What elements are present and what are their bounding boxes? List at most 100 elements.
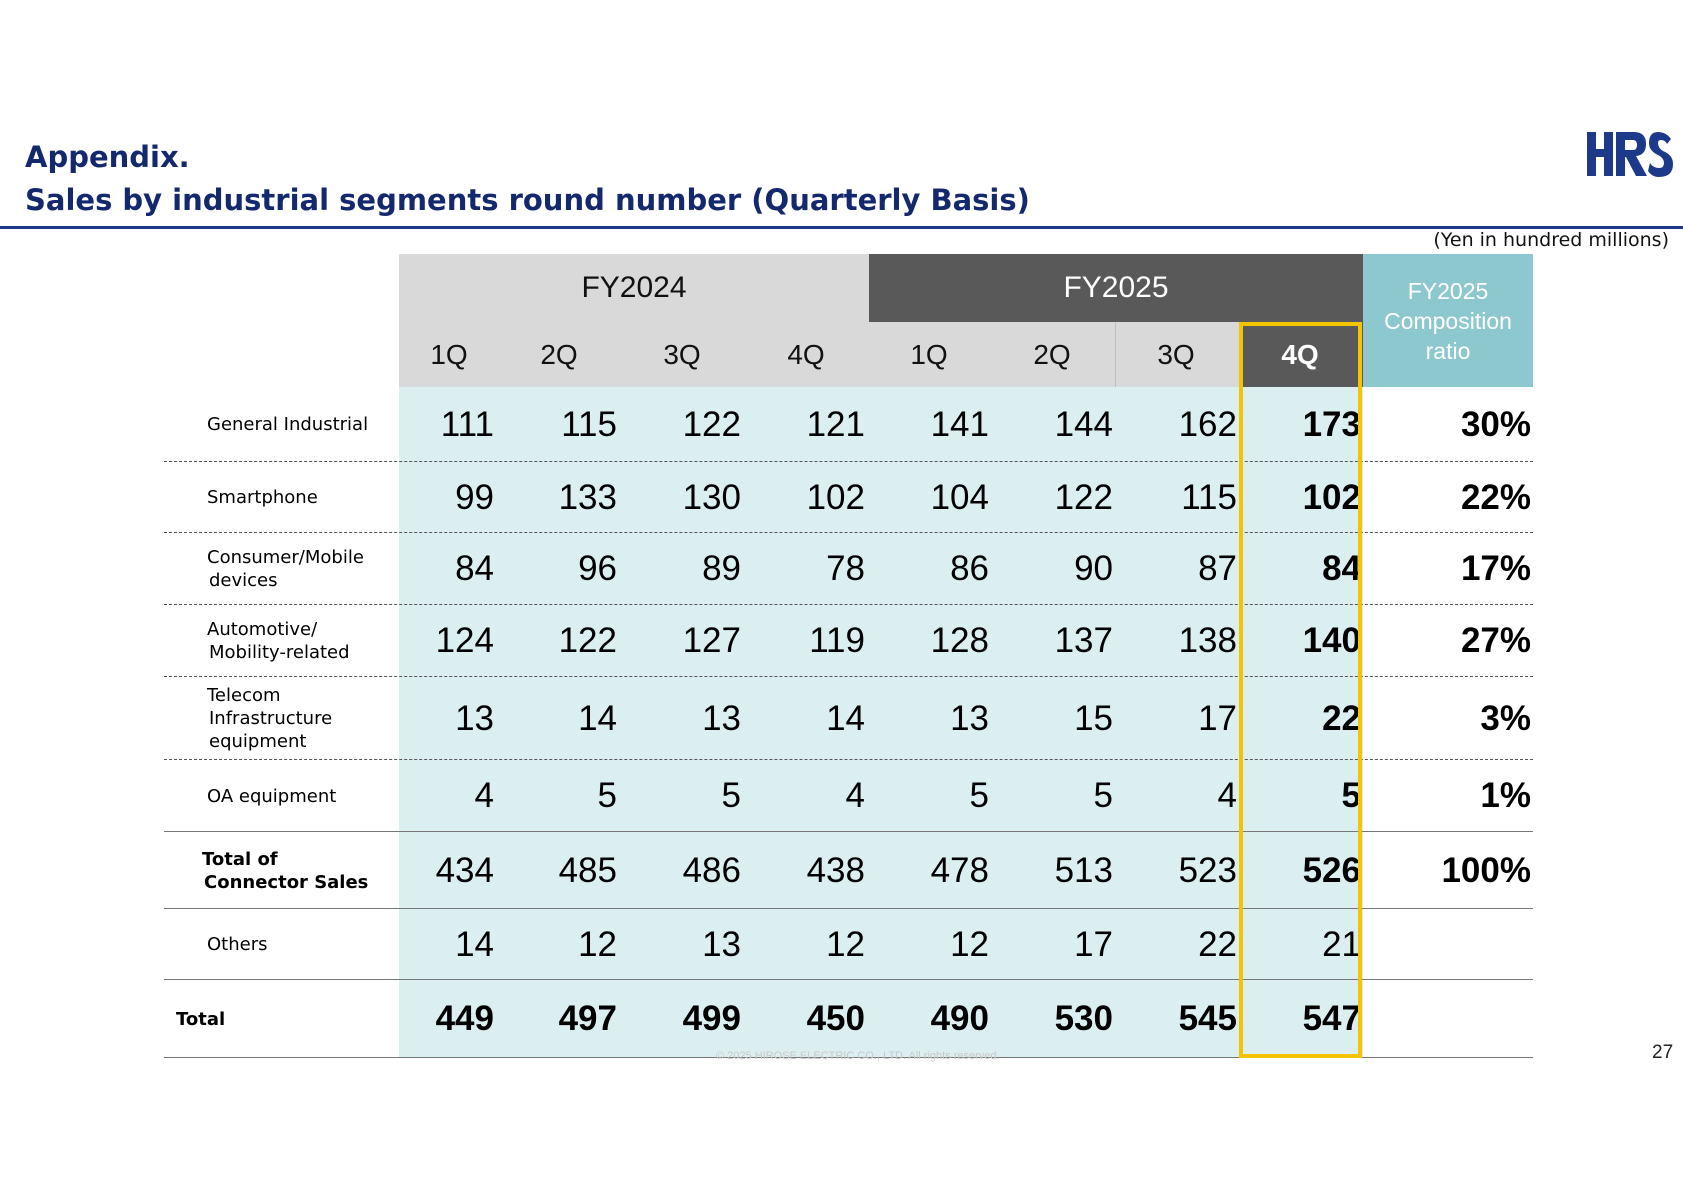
table-cell: 486 <box>682 850 741 890</box>
table-cell: 478 <box>930 850 989 890</box>
table-cell: 96 <box>578 549 617 588</box>
title-line-2: Sales by industrial segments round numbe… <box>25 183 1030 217</box>
table-cell: 4 <box>1217 776 1237 815</box>
table-cell: 130 <box>682 477 741 517</box>
table-cell: 133 <box>558 477 617 517</box>
table-cell: 13 <box>950 698 989 738</box>
table-cell: 14 <box>578 698 617 738</box>
table-cell: 102 <box>806 477 865 517</box>
quarter-label: 4Q <box>1281 339 1319 370</box>
table-cell: 485 <box>558 850 617 890</box>
composition-ratio-cell: 27% <box>1460 621 1531 660</box>
segment-label-line: Consumer/Mobile <box>207 547 364 568</box>
composition-ratio-cell: 30% <box>1460 404 1531 444</box>
table-cell: 449 <box>435 999 494 1038</box>
table-cell: 144 <box>1054 404 1113 444</box>
table-cell: 523 <box>1178 850 1237 890</box>
composition-ratio-header: FY2025 Composition ratio <box>1363 254 1533 387</box>
table-cell: 545 <box>1178 999 1237 1038</box>
table-cell: 12 <box>826 924 865 964</box>
unit-note: (Yen in hundred millions) <box>1433 229 1669 251</box>
table-cell: 5 <box>1093 776 1113 815</box>
segment-label-line: Telecom <box>207 685 281 706</box>
table-cell: 22 <box>1322 698 1361 738</box>
page-number: 27 <box>1652 1042 1674 1063</box>
table-cell: 14 <box>826 698 865 738</box>
segment-label-line: Total of <box>202 848 278 870</box>
table-cell: 490 <box>930 999 989 1038</box>
segment-label: Automotive/Mobility-related <box>207 605 350 677</box>
table-cell: 87 <box>1198 549 1237 588</box>
quarter-header-highlight <box>1240 322 1363 387</box>
table-cell: 5 <box>1341 776 1361 815</box>
table-cell: 5 <box>597 776 617 815</box>
segment-label-line: Connector Sales <box>204 871 369 893</box>
row-separator <box>164 676 1533 677</box>
quarter-label: 2Q <box>1033 339 1071 370</box>
segment-label: OA equipment <box>207 760 336 832</box>
fy2025-header: FY2025 <box>869 254 1363 322</box>
table-cell: 513 <box>1054 850 1113 890</box>
table-cell: 104 <box>930 477 989 517</box>
row-separator <box>164 532 1533 533</box>
table-cell: 499 <box>682 999 741 1038</box>
segment-label-line: Others <box>207 934 268 955</box>
table-cell: 99 <box>455 477 494 517</box>
table-cell: 122 <box>558 621 617 660</box>
segment-label: Others <box>207 909 268 980</box>
quarter-label: 4Q <box>787 339 825 370</box>
table-cell: 15 <box>1074 698 1113 738</box>
table-cell: 140 <box>1302 621 1361 660</box>
title-line-1: Appendix. <box>25 140 190 174</box>
table-cell: 162 <box>1178 404 1237 444</box>
table-cell: 122 <box>1054 477 1113 517</box>
table-cell: 17 <box>1074 924 1113 964</box>
segment-label-line: Automotive/ <box>207 619 318 640</box>
composition-ratio-cell: 17% <box>1460 549 1531 588</box>
table-cell: 12 <box>950 924 989 964</box>
row-separator <box>164 759 1533 760</box>
table-cell: 122 <box>682 404 741 444</box>
table-cell: 5 <box>721 776 741 815</box>
segment-label-line: OA equipment <box>207 785 337 807</box>
table-cell: 115 <box>1181 477 1237 517</box>
row-separator <box>164 604 1533 605</box>
composition-ratio-cell: 22% <box>1460 477 1531 517</box>
table-cell: 4 <box>474 776 494 815</box>
segment-label: Smartphone <box>207 462 318 533</box>
table-cell: 173 <box>1302 404 1361 444</box>
table-cell: 84 <box>455 549 494 588</box>
table-cell: 102 <box>1302 477 1361 517</box>
table-cell: 434 <box>435 850 494 890</box>
table-cell: 127 <box>682 621 741 660</box>
segment-label-line: Mobility-related <box>209 642 350 663</box>
column-divider <box>1115 322 1116 387</box>
row-separator <box>164 908 1533 909</box>
composition-ratio-cell: 3% <box>1480 698 1531 738</box>
title-underline <box>0 226 1683 229</box>
table-cell: 526 <box>1302 850 1361 890</box>
table-cell: 119 <box>809 621 865 660</box>
table-cell: 530 <box>1054 999 1113 1038</box>
quarter-label: 3Q <box>1157 339 1195 370</box>
table-cell: 89 <box>702 549 741 588</box>
composition-header-line: FY2025 <box>1407 277 1489 304</box>
table-cell: 12 <box>578 924 617 964</box>
segment-label: Consumer/Mobile devices <box>207 533 364 605</box>
segment-label: Total of Connector Sales <box>202 832 368 909</box>
segment-label: Telecom Infrastructure equipment <box>207 677 332 760</box>
quarter-label: 3Q <box>663 339 701 370</box>
segment-label-line: General Industrial <box>207 414 369 435</box>
table-cell: 111 <box>440 404 494 444</box>
table-cell: 497 <box>558 999 617 1038</box>
hrs-logo-icon <box>1587 132 1673 177</box>
composition-header-line: ratio <box>1425 337 1471 364</box>
table-cell: 86 <box>950 549 989 588</box>
table-cell: 547 <box>1302 999 1361 1038</box>
table-cell: 78 <box>826 549 865 588</box>
table-cell: 4 <box>845 776 865 815</box>
row-separator <box>164 979 1533 980</box>
quarter-label: 2Q <box>540 339 578 370</box>
table-cell: 438 <box>806 850 865 890</box>
segment-label: General Industrial <box>207 387 368 462</box>
